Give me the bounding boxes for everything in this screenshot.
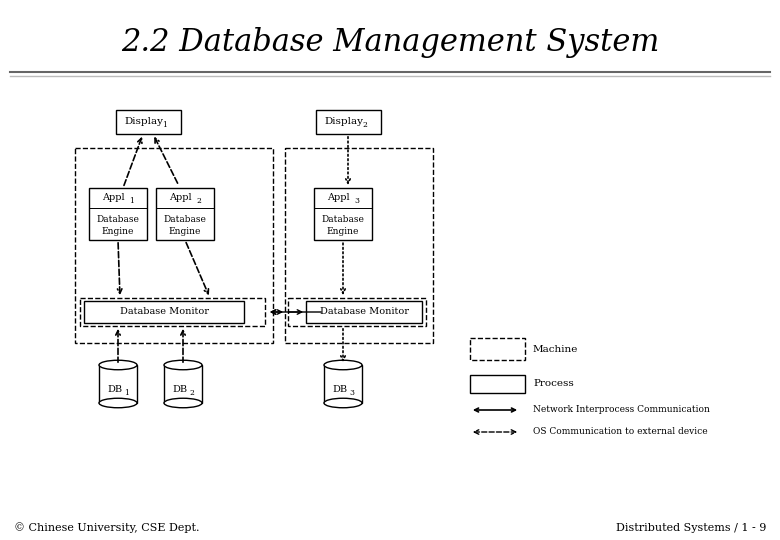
Text: DB: DB <box>332 384 348 394</box>
Text: 1: 1 <box>129 197 134 205</box>
Text: Display: Display <box>125 118 164 126</box>
Bar <box>306 301 422 323</box>
Bar <box>470 375 525 393</box>
Bar <box>315 110 381 134</box>
Ellipse shape <box>164 360 202 370</box>
Bar <box>164 365 202 403</box>
Text: Database Monitor: Database Monitor <box>119 307 208 316</box>
Text: Engine: Engine <box>102 226 134 235</box>
Text: Appl: Appl <box>101 193 124 202</box>
Text: 2: 2 <box>190 389 194 397</box>
Text: 2: 2 <box>363 121 367 129</box>
Text: 3: 3 <box>354 197 360 205</box>
Bar <box>80 298 265 326</box>
Bar <box>314 188 372 240</box>
Ellipse shape <box>99 360 137 370</box>
Text: 3: 3 <box>349 389 354 397</box>
Text: Machine: Machine <box>533 345 579 354</box>
Bar <box>285 148 433 343</box>
Ellipse shape <box>324 399 362 408</box>
Ellipse shape <box>164 399 202 408</box>
Bar <box>156 188 214 240</box>
Text: Database: Database <box>97 214 140 224</box>
Text: Appl: Appl <box>168 193 191 202</box>
Text: Appl: Appl <box>327 193 349 202</box>
Text: Database Monitor: Database Monitor <box>320 307 409 316</box>
Bar <box>75 148 273 343</box>
Text: Engine: Engine <box>168 226 201 235</box>
Text: 2.2 Database Management System: 2.2 Database Management System <box>121 26 659 57</box>
Bar <box>288 298 426 326</box>
Text: Network Interprocess Communication: Network Interprocess Communication <box>533 406 710 415</box>
Bar <box>99 365 137 403</box>
Text: © Chinese University, CSE Dept.: © Chinese University, CSE Dept. <box>14 523 200 534</box>
Bar <box>324 365 362 403</box>
Text: Distributed Systems / 1 - 9: Distributed Systems / 1 - 9 <box>615 523 766 533</box>
Text: Engine: Engine <box>327 226 359 235</box>
Bar <box>470 338 525 360</box>
Text: DB: DB <box>108 384 122 394</box>
Bar <box>89 188 147 240</box>
Ellipse shape <box>324 360 362 370</box>
Text: DB: DB <box>172 384 187 394</box>
Ellipse shape <box>99 399 137 408</box>
Text: Database: Database <box>321 214 364 224</box>
Text: Display: Display <box>324 118 363 126</box>
Bar <box>84 301 244 323</box>
Text: Process: Process <box>533 380 574 388</box>
Text: Database: Database <box>164 214 207 224</box>
Text: 2: 2 <box>197 197 201 205</box>
Text: 1: 1 <box>125 389 129 397</box>
Bar <box>115 110 180 134</box>
Text: 1: 1 <box>162 121 168 129</box>
Text: OS Communication to external device: OS Communication to external device <box>533 428 707 436</box>
